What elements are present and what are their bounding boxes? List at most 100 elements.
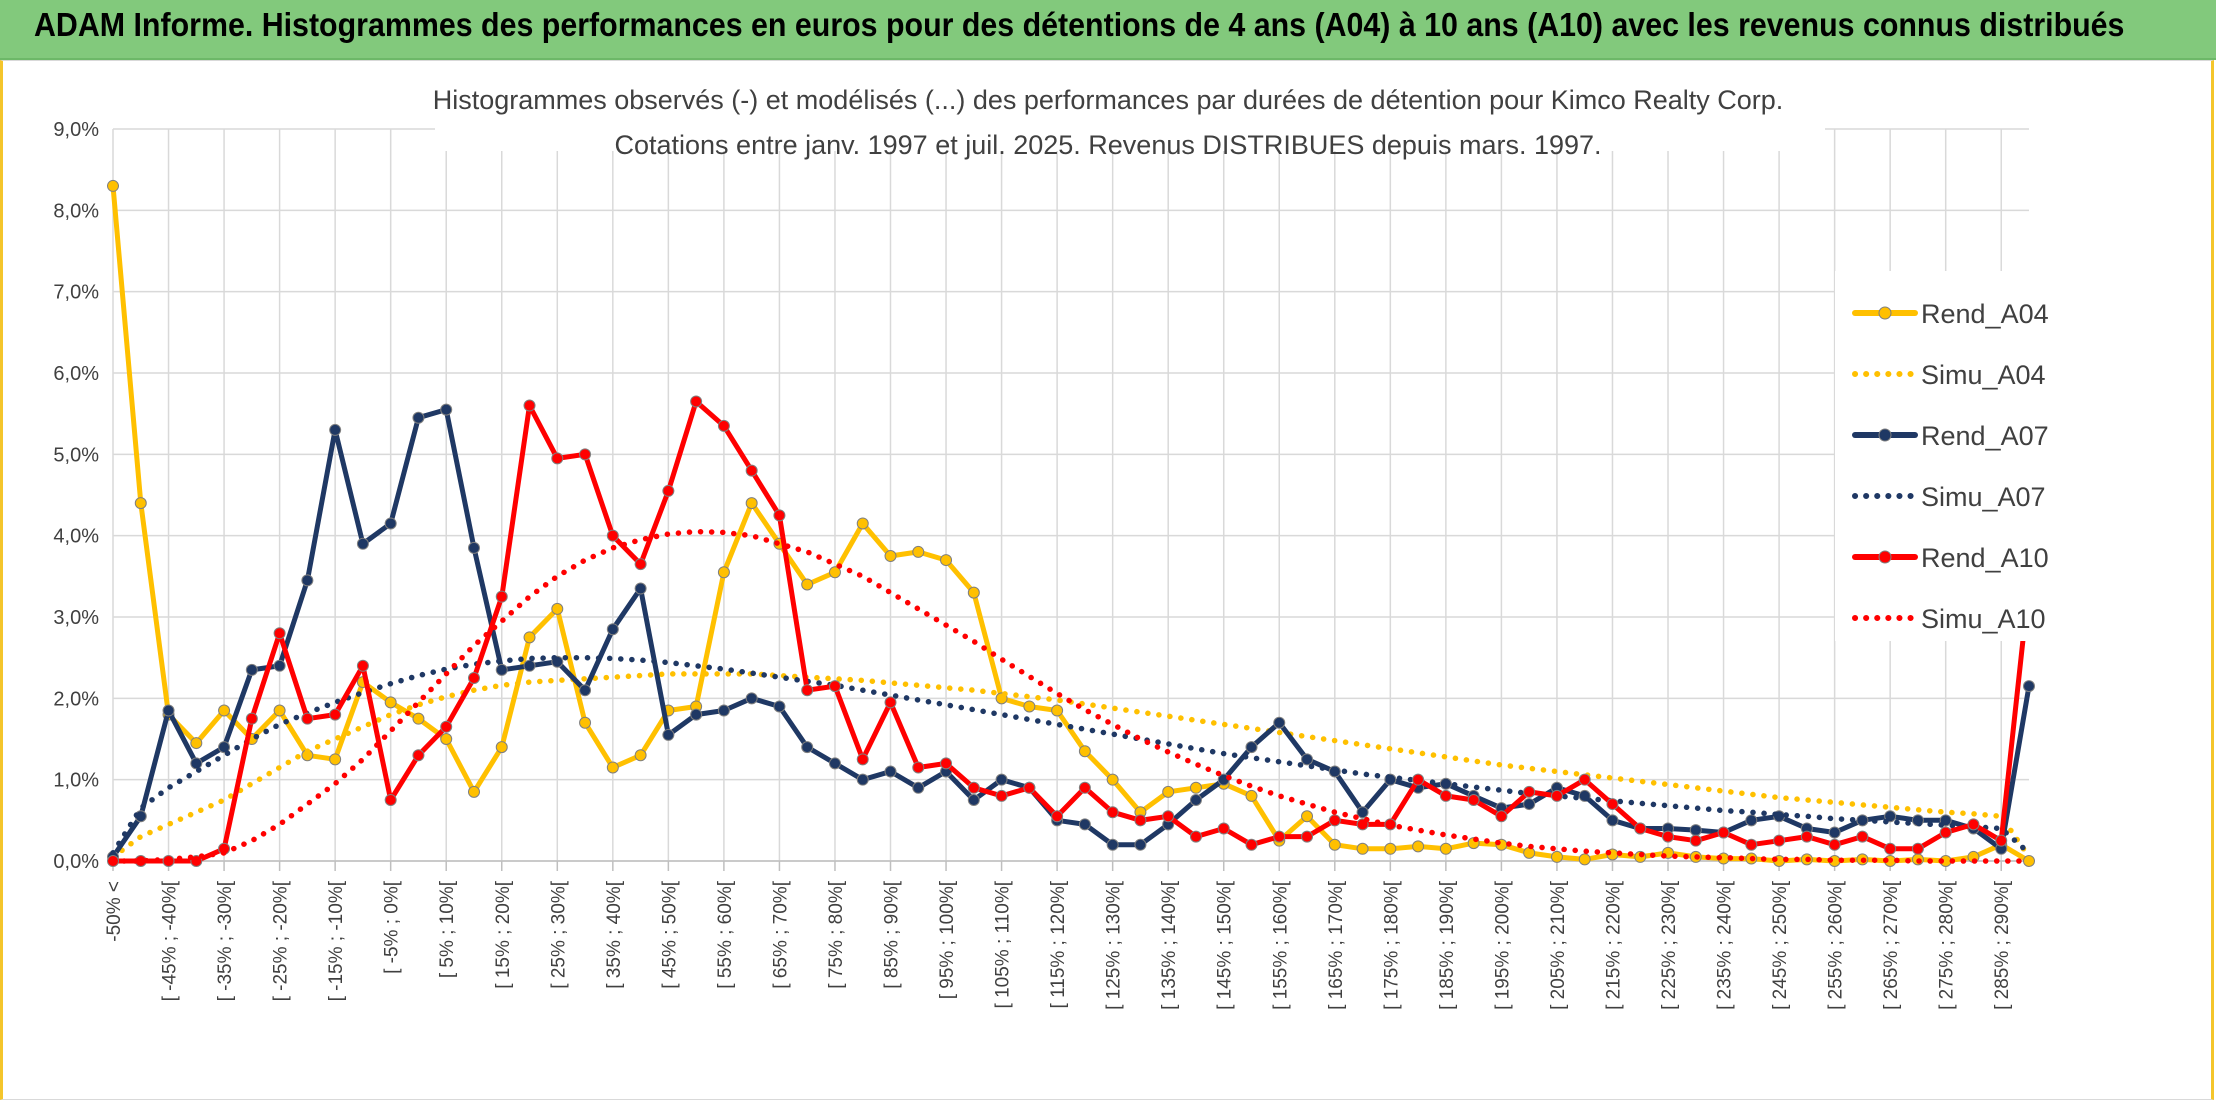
legend-item-simu-a04: Simu_A04: [1852, 360, 2046, 390]
legend-label: Rend_A07: [1921, 421, 2049, 451]
x-tick-label: [ 265% ; 270%[: [1881, 880, 1902, 1010]
data-point: [384, 696, 397, 709]
data-point: [1023, 700, 1036, 713]
y-tick-label: 5,0%: [53, 444, 99, 466]
data-point: [579, 716, 592, 729]
header-bar: ADAM Informe. Histogrammes des performan…: [0, 0, 2216, 60]
data-point: [467, 785, 480, 798]
legend-label: Simu_A04: [1921, 360, 2046, 390]
data-point: [1384, 842, 1397, 855]
data-point: [1023, 781, 1036, 794]
data-point: [940, 554, 953, 567]
data-point: [467, 541, 480, 554]
x-tick-label: [ 185% ; 190%[: [1437, 880, 1458, 1010]
data-point: [606, 761, 619, 774]
x-tick-label: [ -25% ; -20%[: [271, 880, 292, 1001]
data-point: [1356, 806, 1369, 819]
data-point: [606, 529, 619, 542]
data-point: [1273, 716, 1286, 729]
x-tick-label: [ 85% ; 90%[: [882, 880, 903, 988]
x-tick-label: [ 65% ; 70%[: [770, 880, 791, 988]
data-point: [1745, 814, 1758, 827]
data-point: [495, 663, 508, 676]
chart: 0,0% 1,0% 2,0% 3,0% 4,0% 5,0% 6,0% 7,0% 8,0% 9,0%…: [3, 61, 2211, 1099]
data-point: [995, 773, 1008, 786]
data-point: [329, 708, 342, 721]
data-point: [1245, 838, 1258, 851]
data-point: [273, 704, 286, 717]
x-tick-label: -50% <: [104, 881, 125, 942]
data-point: [1550, 789, 1563, 802]
data-point: [884, 550, 897, 562]
data-point: [912, 545, 925, 558]
data-point: [467, 672, 480, 684]
data-point: [995, 789, 1008, 802]
data-point: [1189, 830, 1202, 843]
data-point: [1800, 830, 1813, 843]
data-point: [1689, 824, 1702, 837]
data-point: [1356, 842, 1369, 855]
data-point: [440, 720, 453, 733]
data-point: [579, 448, 592, 461]
chart-title: Histogrammes observés (-) et modélisés (…: [433, 85, 1825, 160]
data-point: [856, 517, 869, 530]
data-point: [1078, 818, 1091, 831]
y-tick-label: 8,0%: [53, 200, 99, 222]
data-point: [940, 757, 953, 770]
data-point: [273, 627, 286, 640]
data-point: [440, 403, 453, 416]
data-point: [384, 517, 397, 530]
x-tick-label: [ 105% ; 110%[: [993, 880, 1014, 1008]
data-point: [967, 794, 980, 806]
data-point: [801, 578, 814, 591]
data-point: [1189, 781, 1202, 794]
data-point: [801, 741, 814, 754]
data-point: [690, 708, 703, 721]
data-point: [967, 781, 980, 794]
data-point: [1051, 704, 1064, 717]
data-point: [356, 659, 369, 672]
data-point: [773, 700, 786, 713]
data-point: [1078, 745, 1091, 758]
data-point: [1051, 810, 1064, 823]
data-point: [1662, 830, 1675, 843]
data-point: [912, 781, 925, 794]
data-point: [1884, 842, 1897, 855]
data-point: [1412, 840, 1425, 853]
legend-item-rend-a10: Rend_A10: [1852, 543, 2049, 573]
data-point: [1301, 753, 1314, 766]
data-point: [1523, 798, 1536, 811]
chart-title-line2: Cotations entre janv. 1997 et juil. 2025…: [614, 130, 1601, 160]
x-tick-label: [ 205% ; 210%[: [1548, 880, 1569, 1010]
data-point: [134, 497, 147, 510]
data-point: [1939, 826, 1952, 839]
x-tick-label: [ 15% ; 20%[: [493, 880, 514, 988]
y-tick-label: 6,0%: [53, 363, 99, 385]
data-point: [1301, 830, 1314, 843]
x-tick-label: [ 225% ; 230%[: [1659, 880, 1680, 1010]
legend-item-simu-a07: Simu_A07: [1852, 482, 2046, 512]
data-point: [2023, 680, 2035, 693]
x-tick-label: [ 165% ; 170%[: [1326, 880, 1347, 1010]
x-tick-label: [ 75% ; 80%[: [826, 880, 847, 988]
legend-marker: [1878, 428, 1892, 442]
data-point: [1828, 826, 1841, 839]
data-point: [301, 712, 314, 725]
data-point: [1523, 846, 1536, 859]
data-point: [1550, 850, 1563, 863]
x-tick-label: [ 145% ; 150%[: [1215, 880, 1236, 1010]
data-point: [1189, 794, 1202, 806]
data-point: [884, 765, 897, 778]
data-point: [551, 602, 564, 615]
data-point: [884, 696, 897, 709]
data-point: [190, 757, 203, 770]
x-tick-label: [ 245% ; 250%[: [1770, 880, 1791, 1010]
series-line-simu-a07: [110, 654, 2032, 856]
series-line-simu-a10: [110, 528, 2032, 864]
data-point: [1828, 838, 1841, 851]
data-point: [856, 773, 869, 786]
data-point: [190, 855, 203, 867]
x-tick-label: [ -15% ; -10%[: [326, 880, 347, 1001]
y-tick-label: 3,0%: [53, 607, 99, 629]
data-point: [1301, 810, 1314, 823]
